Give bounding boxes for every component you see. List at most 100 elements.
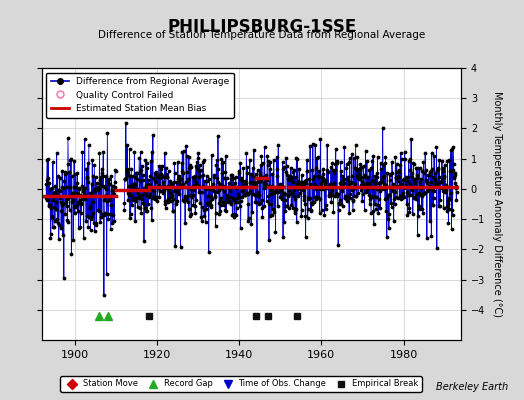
Point (65, 169, 73, 175)
Point (276, 194, 285, 200)
Point (52, 198, 60, 205)
Point (174, 178, 183, 184)
Point (399, 190, 407, 196)
Point (163, 174, 171, 180)
Point (404, 192, 412, 199)
Point (328, 192, 336, 198)
Point (202, 173, 211, 180)
Point (316, 136, 324, 142)
Point (108, 188, 117, 194)
Point (106, 226, 115, 232)
Point (183, 168, 191, 175)
Point (83, 212, 92, 219)
Point (290, 196, 299, 202)
Point (356, 173, 365, 180)
Point (92, 220, 100, 226)
Point (223, 195, 231, 201)
Point (424, 185, 432, 191)
Point (192, 197, 201, 203)
Point (77, 210, 85, 216)
Point (336, 185, 344, 191)
Point (151, 178, 159, 185)
Point (425, 186, 433, 192)
Point (222, 152, 230, 159)
Point (406, 180, 414, 187)
Point (129, 196, 137, 203)
Point (282, 169, 291, 175)
Point (85, 142, 93, 148)
Point (442, 187, 450, 194)
Point (279, 166, 288, 172)
Point (381, 154, 390, 161)
Text: Difference of Station Temperature Data from Regional Average: Difference of Station Temperature Data f… (99, 30, 425, 40)
Point (144, 184, 152, 190)
Point (194, 150, 202, 156)
Point (187, 211, 195, 217)
Point (285, 204, 293, 211)
Point (278, 188, 287, 195)
Point (364, 174, 372, 180)
Point (289, 205, 297, 211)
Point (48, 224, 57, 230)
Point (212, 162, 221, 168)
Point (243, 170, 251, 176)
Point (55, 187, 63, 194)
Point (345, 181, 353, 187)
Point (243, 164, 252, 171)
Point (266, 212, 274, 219)
Point (422, 167, 430, 174)
Point (311, 186, 320, 192)
Point (421, 190, 429, 196)
Point (146, 173, 155, 180)
Point (173, 159, 182, 165)
Point (178, 160, 186, 166)
Point (359, 163, 368, 169)
Point (61, 199, 70, 205)
Point (417, 185, 425, 191)
Point (67, 192, 75, 199)
Point (247, 170, 255, 177)
Point (111, 184, 119, 190)
Point (193, 183, 202, 190)
Point (362, 180, 370, 187)
Point (331, 161, 340, 167)
Point (230, 197, 238, 203)
Point (169, 208, 177, 214)
Point (407, 136, 416, 142)
Point (212, 209, 220, 216)
Point (435, 203, 444, 210)
Point (277, 185, 285, 191)
Point (352, 193, 360, 200)
Point (228, 212, 236, 218)
Point (180, 148, 188, 154)
Point (191, 172, 199, 179)
Point (128, 202, 136, 208)
Point (50, 224, 58, 230)
Point (66, 157, 74, 163)
Point (414, 165, 422, 172)
Point (222, 208, 231, 214)
Point (253, 249, 261, 256)
Point (411, 193, 419, 200)
Point (356, 165, 364, 171)
Point (54, 220, 62, 226)
Point (247, 180, 256, 187)
Point (149, 188, 158, 194)
Point (245, 190, 253, 196)
Point (158, 173, 167, 179)
Point (414, 213, 422, 220)
Point (198, 189, 206, 195)
Point (49, 197, 58, 203)
Point (279, 164, 288, 170)
Point (96, 219, 104, 225)
Point (94, 186, 103, 193)
Point (301, 212, 310, 219)
Point (199, 157, 208, 164)
Point (209, 186, 217, 192)
Point (294, 185, 303, 191)
Point (365, 166, 374, 173)
Point (67, 156, 75, 163)
Point (85, 214, 93, 220)
Point (270, 209, 279, 216)
Point (300, 181, 309, 187)
